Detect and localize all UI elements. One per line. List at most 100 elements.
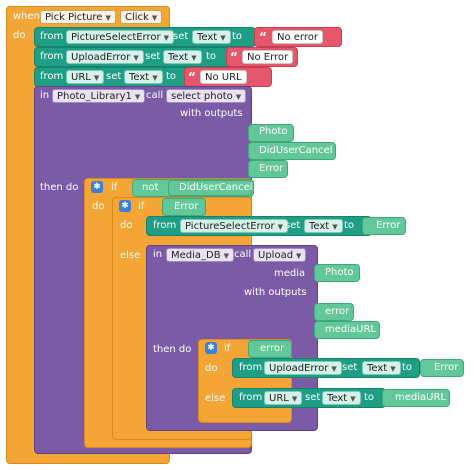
not-label: not xyxy=(142,182,159,193)
from-label: from xyxy=(40,31,64,42)
chevron-down-icon: ▼ xyxy=(296,252,302,260)
property-name: Text xyxy=(367,363,388,374)
event-dropdown[interactable]: Click ▼ xyxy=(120,10,163,24)
component-dropdown[interactable]: PictureSelectError ▼ xyxy=(180,219,289,233)
in-label: in xyxy=(40,90,50,101)
component-dropdown[interactable]: UploadError ▼ xyxy=(264,361,342,375)
chevron-down-icon: ▼ xyxy=(350,395,356,403)
with-outputs-label: with outputs xyxy=(180,108,243,119)
do-label: do xyxy=(120,220,133,231)
set-label: set xyxy=(342,362,358,373)
event-name: Click xyxy=(125,12,149,23)
output-error[interactable] xyxy=(314,303,354,321)
output-did-user-cancel-label: DidUserCancel xyxy=(259,145,333,156)
component-dropdown[interactable]: URL ▼ xyxy=(264,391,303,405)
component-name: URL xyxy=(269,393,289,404)
property-name: Text xyxy=(168,52,189,63)
component-dropdown[interactable]: Photo_Library1 ▼ xyxy=(52,89,146,103)
error-var[interactable] xyxy=(248,340,292,358)
call-label: call xyxy=(146,90,164,101)
component-name: UploadError xyxy=(269,363,329,374)
property-dropdown[interactable]: Text ▼ xyxy=(192,30,231,44)
error-var[interactable] xyxy=(362,217,406,235)
chevron-down-icon: ▼ xyxy=(223,252,229,260)
then-do-label: then do xyxy=(40,182,79,193)
property-name: Text xyxy=(309,221,330,232)
gear-icon[interactable]: ✱ xyxy=(205,342,217,354)
media-url-var[interactable] xyxy=(382,389,450,407)
to-label: to xyxy=(206,51,217,62)
with-outputs-label: with outputs xyxy=(244,287,307,298)
property-dropdown[interactable]: Text ▼ xyxy=(304,219,343,233)
output-error-label: Error xyxy=(259,163,284,174)
else-label: else xyxy=(205,393,226,404)
chevron-down-icon: ▼ xyxy=(332,223,338,231)
error-var-label: Error xyxy=(174,201,199,212)
component-dropdown[interactable]: Media_DB ▼ xyxy=(166,248,234,262)
from-label: from xyxy=(40,51,64,62)
chevron-down-icon: ▼ xyxy=(291,395,298,403)
quote-icon: “ xyxy=(230,50,238,64)
property-name: Text xyxy=(197,32,218,43)
component-dropdown[interactable]: Pick Picture ▼ xyxy=(40,10,116,24)
property-name: Text xyxy=(327,393,348,404)
method-dropdown[interactable]: select photo ▼ xyxy=(166,89,247,103)
gear-icon[interactable]: ✱ xyxy=(119,200,131,212)
chevron-down-icon: ▼ xyxy=(390,365,396,373)
error-var[interactable] xyxy=(162,198,206,216)
from-label: from xyxy=(239,362,263,373)
text-value[interactable]: No error xyxy=(272,30,323,44)
chevron-down-icon: ▼ xyxy=(134,93,141,101)
to-label: to xyxy=(402,362,413,373)
if-label: if xyxy=(224,343,231,354)
chevron-down-icon: ▼ xyxy=(331,365,337,373)
output-media-url-label: mediaURL xyxy=(325,324,376,335)
do-label: do xyxy=(92,201,105,212)
photo-var[interactable] xyxy=(314,264,360,282)
property-dropdown[interactable]: Text ▼ xyxy=(163,50,202,64)
to-label: to xyxy=(166,71,177,82)
component-dropdown[interactable]: PictureSelectError ▼ xyxy=(66,30,175,44)
from-label: from xyxy=(239,392,263,403)
method-dropdown[interactable]: Upload ▼ xyxy=(253,248,307,262)
property-name: Text xyxy=(129,72,150,83)
media-url-var-label: mediaURL xyxy=(395,392,446,403)
chevron-down-icon: ▼ xyxy=(93,74,100,82)
method-name: Upload xyxy=(258,250,294,261)
output-media-url[interactable] xyxy=(314,321,380,339)
chevron-down-icon: ▼ xyxy=(151,14,158,22)
property-dropdown[interactable]: Text ▼ xyxy=(124,70,163,84)
to-label: to xyxy=(364,392,375,403)
component-name: Pick Picture xyxy=(45,12,103,23)
photo-var-label: Photo xyxy=(325,267,354,278)
chevron-down-icon: ▼ xyxy=(191,54,197,62)
chevron-down-icon: ▼ xyxy=(152,74,158,82)
gear-icon[interactable]: ✱ xyxy=(91,181,103,193)
chevron-down-icon: ▼ xyxy=(235,93,242,101)
text-value[interactable]: No URL xyxy=(200,70,247,84)
output-error[interactable] xyxy=(248,160,288,178)
output-photo-label: Photo xyxy=(259,126,288,137)
error-var[interactable] xyxy=(420,359,464,377)
did-user-cancel-var[interactable] xyxy=(168,180,252,196)
else-label: else xyxy=(120,250,141,261)
property-dropdown[interactable]: Text ▼ xyxy=(362,361,401,375)
chevron-down-icon: ▼ xyxy=(133,54,139,62)
component-dropdown[interactable]: URL ▼ xyxy=(66,70,105,84)
call-label: call xyxy=(234,249,252,260)
component-dropdown[interactable]: UploadError ▼ xyxy=(66,50,144,64)
property-dropdown[interactable]: Text ▼ xyxy=(322,391,361,405)
error-var-label: error xyxy=(260,343,285,354)
set-label: set xyxy=(145,51,161,62)
set-label: set xyxy=(106,71,122,82)
output-photo[interactable] xyxy=(248,124,294,142)
text-value[interactable]: No Error xyxy=(242,50,294,64)
output-did-user-cancel[interactable] xyxy=(248,142,336,160)
text-value-label: No Error xyxy=(247,52,289,63)
then-do-label: then do xyxy=(153,344,192,355)
if-label: if xyxy=(111,182,118,193)
chevron-down-icon: ▼ xyxy=(277,223,284,231)
to-label: to xyxy=(232,31,243,42)
if-label: if xyxy=(138,201,145,212)
component-name: UploadError xyxy=(71,52,131,63)
